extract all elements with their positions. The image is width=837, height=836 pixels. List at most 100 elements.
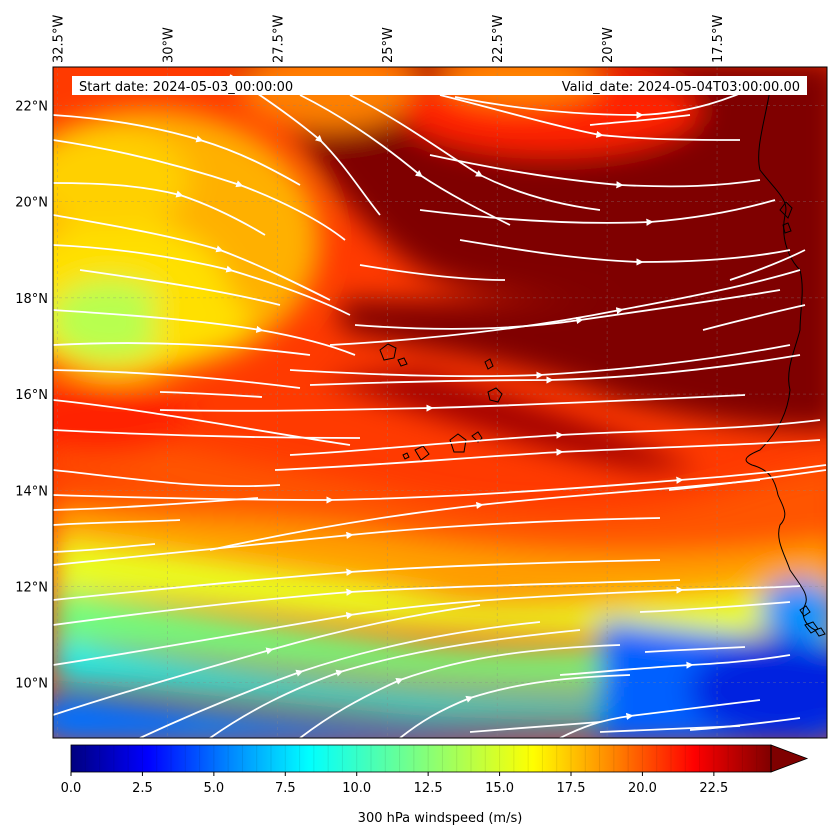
- start-date-label: Start date: 2024-05-03_00:00:00: [79, 80, 293, 95]
- longitude-label: 25°W: [381, 27, 396, 63]
- latitude-label: 20°N: [15, 196, 48, 211]
- colorbar-gradient: [71, 745, 771, 772]
- streamline: [419, 199, 776, 226]
- colorbar-tick-label: 5.0: [204, 781, 225, 796]
- coastlines: [379, 89, 826, 637]
- streamline: [729, 249, 806, 281]
- streamline: [459, 239, 791, 266]
- coast-island-3: [799, 605, 811, 617]
- streamline: [53, 604, 481, 716]
- colorbar-tick-label: 7.5: [275, 781, 296, 796]
- cape-verde-island-1: [379, 343, 397, 361]
- streamline: [349, 94, 601, 211]
- colorbar-extend-arrow: [770, 744, 809, 773]
- cape-verde-island-2: [397, 357, 408, 367]
- streamline: [159, 391, 263, 398]
- streamline: [309, 354, 801, 386]
- colorbar-tick-label: 17.5: [557, 781, 586, 796]
- streamline: [209, 629, 581, 738]
- streamline: [79, 269, 281, 306]
- streamline: [559, 654, 791, 676]
- streamline: [289, 344, 791, 379]
- streamline: [274, 439, 821, 471]
- streamline: [53, 469, 281, 488]
- streamline: [53, 399, 351, 446]
- streamline: [299, 644, 621, 738]
- streamline: [689, 717, 801, 731]
- colorbar-tick-label: 22.5: [699, 781, 728, 796]
- longitude-label: 17.5°W: [711, 15, 726, 63]
- streamline: [53, 369, 301, 389]
- coast-island-2: [782, 222, 792, 234]
- streamline: [53, 519, 181, 526]
- longitude-label: 20°W: [601, 27, 616, 63]
- streamline: [53, 309, 356, 356]
- cape-verde-island-8: [402, 452, 410, 460]
- latitude-label: 10°N: [15, 677, 48, 692]
- streamlines: [53, 74, 827, 738]
- latitude-label: 12°N: [15, 580, 48, 595]
- colorbar-tick-label: 20.0: [628, 781, 657, 796]
- latitude-labels: 22°N 20°N 18°N 16°N 14°N 12°N 10°N: [15, 99, 48, 691]
- streamline: [359, 264, 506, 281]
- coast-island-5: [814, 627, 826, 637]
- streamline: [53, 139, 346, 241]
- colorbar-frame: [70, 744, 772, 773]
- colorbar-tick-label: 0.0: [61, 781, 82, 796]
- streamline: [299, 94, 511, 226]
- streamline: [429, 154, 761, 189]
- colorbar: 0.0 2.5 5.0 7.5 10.0 12.5 15.0 17.5 20.0 22.5 300…: [61, 744, 809, 826]
- streamline: [53, 517, 661, 566]
- streamline: [53, 559, 661, 601]
- streamline: [53, 585, 801, 666]
- streamline: [53, 244, 351, 316]
- colorbar-tick-label: 15.0: [485, 781, 514, 796]
- cape-verde-island-4: [487, 387, 503, 403]
- streamline: [559, 699, 761, 738]
- africa-coastline: [745, 89, 816, 631]
- streamline: [289, 419, 821, 456]
- longitude-label: 30°W: [161, 27, 176, 63]
- streamline: [702, 304, 806, 331]
- valid-date-label: Valid_date: 2024-05-04T03:00:00.00: [562, 80, 800, 95]
- streamline: [53, 182, 266, 236]
- streamline: [53, 214, 331, 301]
- date-banner: [72, 76, 807, 95]
- streamline: [53, 429, 361, 439]
- colorbar-tick-label: 10.0: [342, 781, 371, 796]
- cape-verde-island-7: [414, 445, 430, 461]
- latitude-label: 16°N: [15, 388, 48, 403]
- streamline: [53, 543, 156, 553]
- streamline: [329, 269, 801, 346]
- longitude-label: 32.5°W: [51, 15, 66, 63]
- streamline: [209, 479, 761, 551]
- streamline: [589, 114, 691, 126]
- longitude-labels: 32.5°W 30°W 27.5°W 25°W 22.5°W 20°W 17.5°W: [51, 15, 726, 63]
- streamline: [53, 342, 311, 356]
- streamline: [439, 94, 741, 141]
- coast-island-1: [779, 201, 793, 219]
- streamline: [139, 621, 541, 738]
- longitude-label: 22.5°W: [491, 15, 506, 63]
- streamline: [354, 289, 781, 330]
- colorbar-steps: [84, 745, 758, 772]
- colorbar-ticks: 0.0 2.5 5.0 7.5 10.0 12.5 15.0 17.5 20.0 22.5: [61, 772, 728, 796]
- cape-verde-island-5: [449, 433, 467, 453]
- latitude-label: 18°N: [15, 292, 48, 307]
- colorbar-tick-label: 12.5: [414, 781, 443, 796]
- streamline: [599, 725, 741, 733]
- streamline: [639, 601, 791, 613]
- map-frame: [52, 66, 828, 739]
- streamline: [469, 721, 601, 733]
- cape-verde-island-3: [484, 358, 494, 370]
- streamline: [53, 114, 301, 186]
- streamline: [454, 79, 771, 119]
- longitude-label: 27.5°W: [271, 15, 286, 63]
- latitude-label: 22°N: [15, 99, 48, 114]
- streamline: [399, 674, 631, 738]
- colorbar-tick-label: 2.5: [132, 781, 153, 796]
- streamline: [53, 464, 827, 504]
- colorbar-label: 300 hPa windspeed (m/s): [358, 811, 523, 826]
- latitude-label: 14°N: [15, 484, 48, 499]
